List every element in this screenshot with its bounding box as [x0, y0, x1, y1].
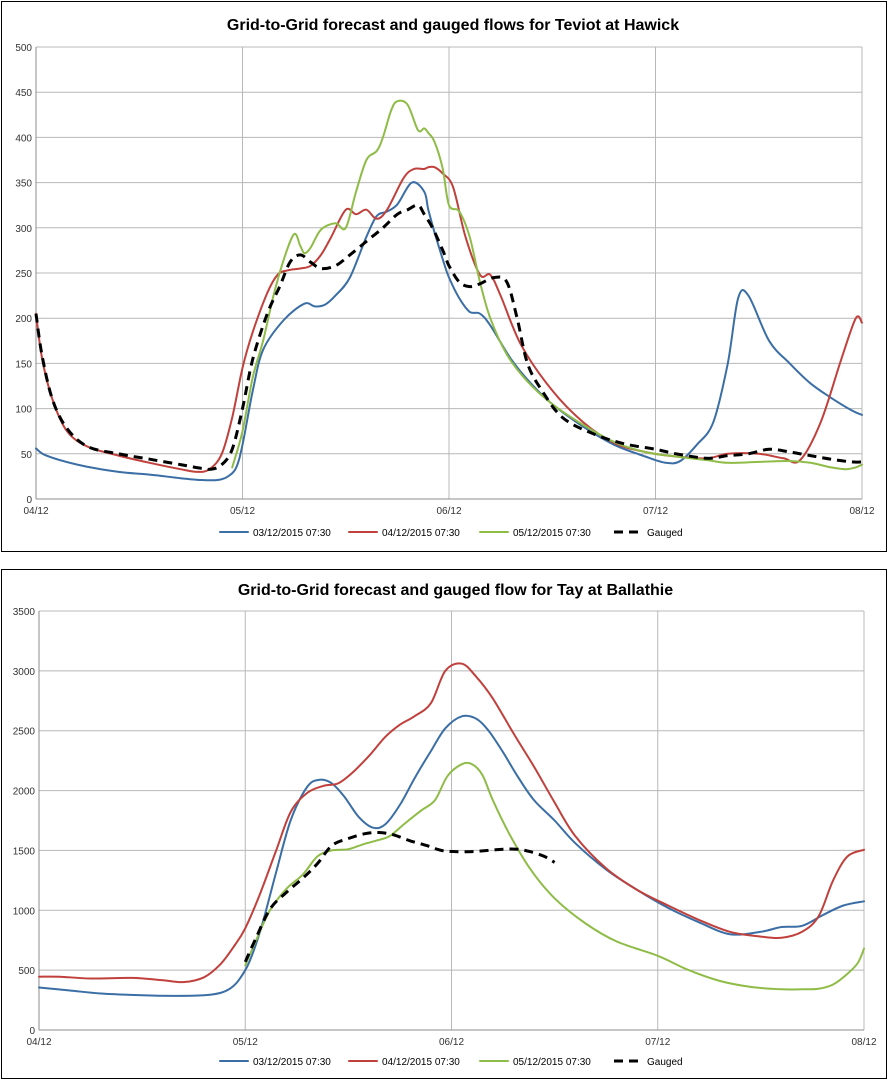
x-tick-label: 06/12 — [439, 1037, 464, 1048]
legend-label: 04/12/2015 07:30 — [382, 528, 460, 539]
y-tick-label: 400 — [15, 133, 32, 144]
y-tick-label: 150 — [15, 359, 32, 370]
legend-label: 03/12/2015 07:30 — [253, 1057, 331, 1068]
y-tick-label: 250 — [15, 269, 32, 280]
y-tick-label: 0 — [26, 495, 32, 506]
y-tick-label: 500 — [18, 966, 35, 977]
series-line-forecast-1 — [35, 181, 863, 482]
chart-teviot-hawick: Grid-to-Grid forecast and gauged flows f… — [15, 17, 875, 539]
x-tick-label: 07/12 — [643, 506, 668, 517]
series-line-gauged — [243, 830, 556, 963]
y-tick-label: 0 — [29, 1026, 35, 1037]
y-tick-label: 100 — [15, 405, 32, 416]
x-tick-label: 07/12 — [645, 1037, 670, 1048]
y-tick-label: 300 — [15, 224, 32, 235]
series-line-forecast-1 — [38, 714, 865, 997]
x-tick-label: 08/12 — [849, 506, 874, 517]
y-tick-label: 1000 — [13, 906, 36, 917]
chart-title: Grid-to-Grid forecast and gauged flow fo… — [238, 582, 673, 599]
chart-panel-teviot-hawick: Grid-to-Grid forecast and gauged flows f… — [1, 1, 887, 552]
chart-title: Grid-to-Grid forecast and gauged flows f… — [227, 17, 679, 34]
y-tick-label: 1500 — [13, 846, 36, 857]
y-tick-label: 3000 — [13, 667, 36, 678]
x-tick-label: 08/12 — [851, 1037, 876, 1048]
y-tick-label: 450 — [15, 88, 32, 99]
y-tick-label: 3500 — [13, 607, 36, 618]
series-line-forecast-3 — [231, 99, 863, 471]
y-tick-label: 2500 — [13, 727, 36, 738]
y-tick-label: 50 — [21, 450, 33, 461]
series-line-gauged — [34, 203, 863, 471]
y-tick-label: 200 — [15, 314, 32, 325]
x-tick-label: 04/12 — [23, 506, 48, 517]
x-tick-label: 05/12 — [233, 1037, 258, 1048]
legend-label: 04/12/2015 07:30 — [382, 1057, 460, 1068]
series-line-forecast-3 — [244, 761, 865, 991]
legend-label: Gauged — [647, 528, 683, 539]
x-tick-label: 04/12 — [26, 1037, 51, 1048]
legend-label: Gauged — [647, 1057, 683, 1068]
legend-label: 05/12/2015 07:30 — [513, 1057, 591, 1068]
x-tick-label: 05/12 — [230, 506, 255, 517]
legend-label: 05/12/2015 07:30 — [513, 528, 591, 539]
series-line-forecast-2 — [38, 662, 865, 984]
y-tick-label: 2000 — [13, 787, 36, 798]
legend-label: 03/12/2015 07:30 — [253, 528, 331, 539]
y-tick-label: 500 — [15, 43, 32, 54]
y-tick-label: 350 — [15, 179, 32, 190]
chart-panel-tay-ballathie: Grid-to-Grid forecast and gauged flow fo… — [1, 569, 887, 1079]
chart-tay-ballathie: Grid-to-Grid forecast and gauged flow fo… — [13, 582, 877, 1068]
x-tick-label: 06/12 — [436, 506, 461, 517]
